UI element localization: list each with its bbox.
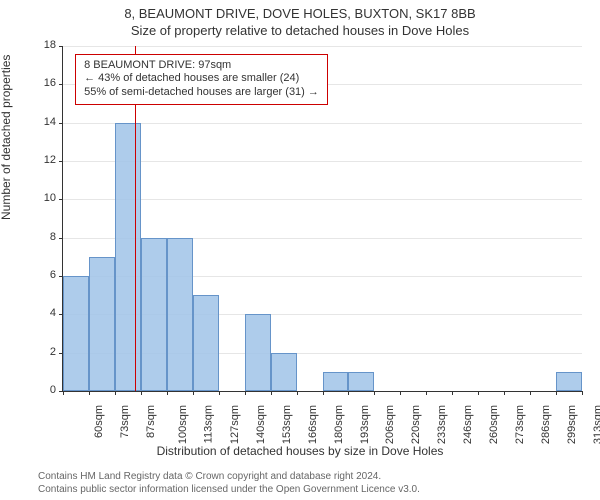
x-tick-label: 127sqm	[229, 405, 241, 444]
x-tick-label: 246sqm	[462, 405, 474, 444]
callout-box: 8 BEAUMONT DRIVE: 97sqm ← 43% of detache…	[75, 54, 328, 105]
chart-subtitle: Size of property relative to detached ho…	[0, 23, 600, 38]
x-tick-mark	[323, 391, 324, 395]
x-tick-label: 100sqm	[177, 405, 189, 444]
chart-title: 8, BEAUMONT DRIVE, DOVE HOLES, BUXTON, S…	[0, 6, 600, 21]
x-tick-mark	[271, 391, 272, 395]
x-tick-label: 87sqm	[145, 405, 157, 438]
plot-area: 8 BEAUMONT DRIVE: 97sqm ← 43% of detache…	[62, 46, 582, 392]
x-tick-label: 180sqm	[333, 405, 345, 444]
y-tick-label: 18	[32, 39, 56, 51]
y-axis-label: Number of detached properties	[0, 55, 13, 220]
y-tick-mark	[59, 199, 63, 200]
x-tick-label: 166sqm	[307, 405, 319, 444]
histogram-bar	[245, 314, 271, 391]
x-tick-mark	[582, 391, 583, 395]
x-tick-mark	[400, 391, 401, 395]
x-tick-mark	[63, 391, 64, 395]
x-tick-label: 73sqm	[119, 405, 131, 438]
y-tick-mark	[59, 84, 63, 85]
y-tick-mark	[59, 46, 63, 47]
y-tick-label: 12	[32, 154, 56, 166]
histogram-bar	[167, 238, 193, 391]
y-tick-label: 14	[32, 116, 56, 128]
attribution-footer: Contains HM Land Registry data © Crown c…	[38, 470, 420, 496]
x-tick-label: 313sqm	[592, 405, 600, 444]
x-tick-mark	[245, 391, 246, 395]
x-tick-label: 60sqm	[93, 405, 105, 438]
y-tick-label: 8	[32, 231, 56, 243]
callout-line-2: ← 43% of detached houses are smaller (24…	[84, 72, 319, 86]
x-tick-label: 260sqm	[488, 405, 500, 444]
gridline	[63, 161, 582, 162]
x-tick-mark	[89, 391, 90, 395]
histogram-bar	[348, 372, 374, 391]
callout-line-1: 8 BEAUMONT DRIVE: 97sqm	[84, 59, 319, 73]
gridline	[63, 123, 582, 124]
x-tick-label: 299sqm	[566, 405, 578, 444]
histogram-bar	[271, 353, 297, 391]
footer-line-2: Contains public sector information licen…	[38, 483, 420, 496]
x-tick-mark	[530, 391, 531, 395]
histogram-bar	[141, 238, 167, 391]
x-tick-mark	[193, 391, 194, 395]
x-tick-label: 193sqm	[359, 405, 371, 444]
y-tick-label: 10	[32, 192, 56, 204]
x-tick-mark	[504, 391, 505, 395]
gridline	[63, 199, 582, 200]
x-tick-mark	[141, 391, 142, 395]
x-tick-mark	[452, 391, 453, 395]
x-tick-label: 220sqm	[411, 405, 423, 444]
x-tick-mark	[219, 391, 220, 395]
gridline	[63, 46, 582, 47]
x-tick-label: 113sqm	[202, 405, 214, 443]
x-tick-label: 153sqm	[281, 405, 293, 444]
y-tick-mark	[59, 238, 63, 239]
histogram-bar	[323, 372, 349, 391]
histogram-bar	[89, 257, 115, 391]
y-tick-mark	[59, 161, 63, 162]
chart-container: 8, BEAUMONT DRIVE, DOVE HOLES, BUXTON, S…	[0, 0, 600, 500]
y-tick-label: 16	[32, 77, 56, 89]
x-tick-label: 233sqm	[436, 405, 448, 444]
histogram-bar	[63, 276, 89, 391]
x-tick-mark	[426, 391, 427, 395]
x-tick-label: 273sqm	[514, 405, 526, 444]
y-tick-label: 4	[32, 307, 56, 319]
x-tick-mark	[297, 391, 298, 395]
histogram-bar	[193, 295, 219, 391]
x-tick-mark	[556, 391, 557, 395]
y-tick-mark	[59, 123, 63, 124]
x-tick-mark	[115, 391, 116, 395]
y-tick-label: 0	[32, 384, 56, 396]
y-tick-label: 6	[32, 269, 56, 281]
y-tick-label: 2	[32, 346, 56, 358]
x-tick-label: 140sqm	[255, 405, 267, 444]
x-axis-label: Distribution of detached houses by size …	[0, 444, 600, 458]
histogram-bar	[115, 123, 141, 391]
histogram-bar	[556, 372, 582, 391]
x-tick-label: 206sqm	[385, 405, 397, 444]
x-tick-mark	[374, 391, 375, 395]
x-tick-mark	[167, 391, 168, 395]
x-tick-mark	[348, 391, 349, 395]
callout-line-3: 55% of semi-detached houses are larger (…	[84, 86, 319, 100]
x-tick-label: 286sqm	[540, 405, 552, 444]
footer-line-1: Contains HM Land Registry data © Crown c…	[38, 470, 420, 483]
x-tick-mark	[478, 391, 479, 395]
